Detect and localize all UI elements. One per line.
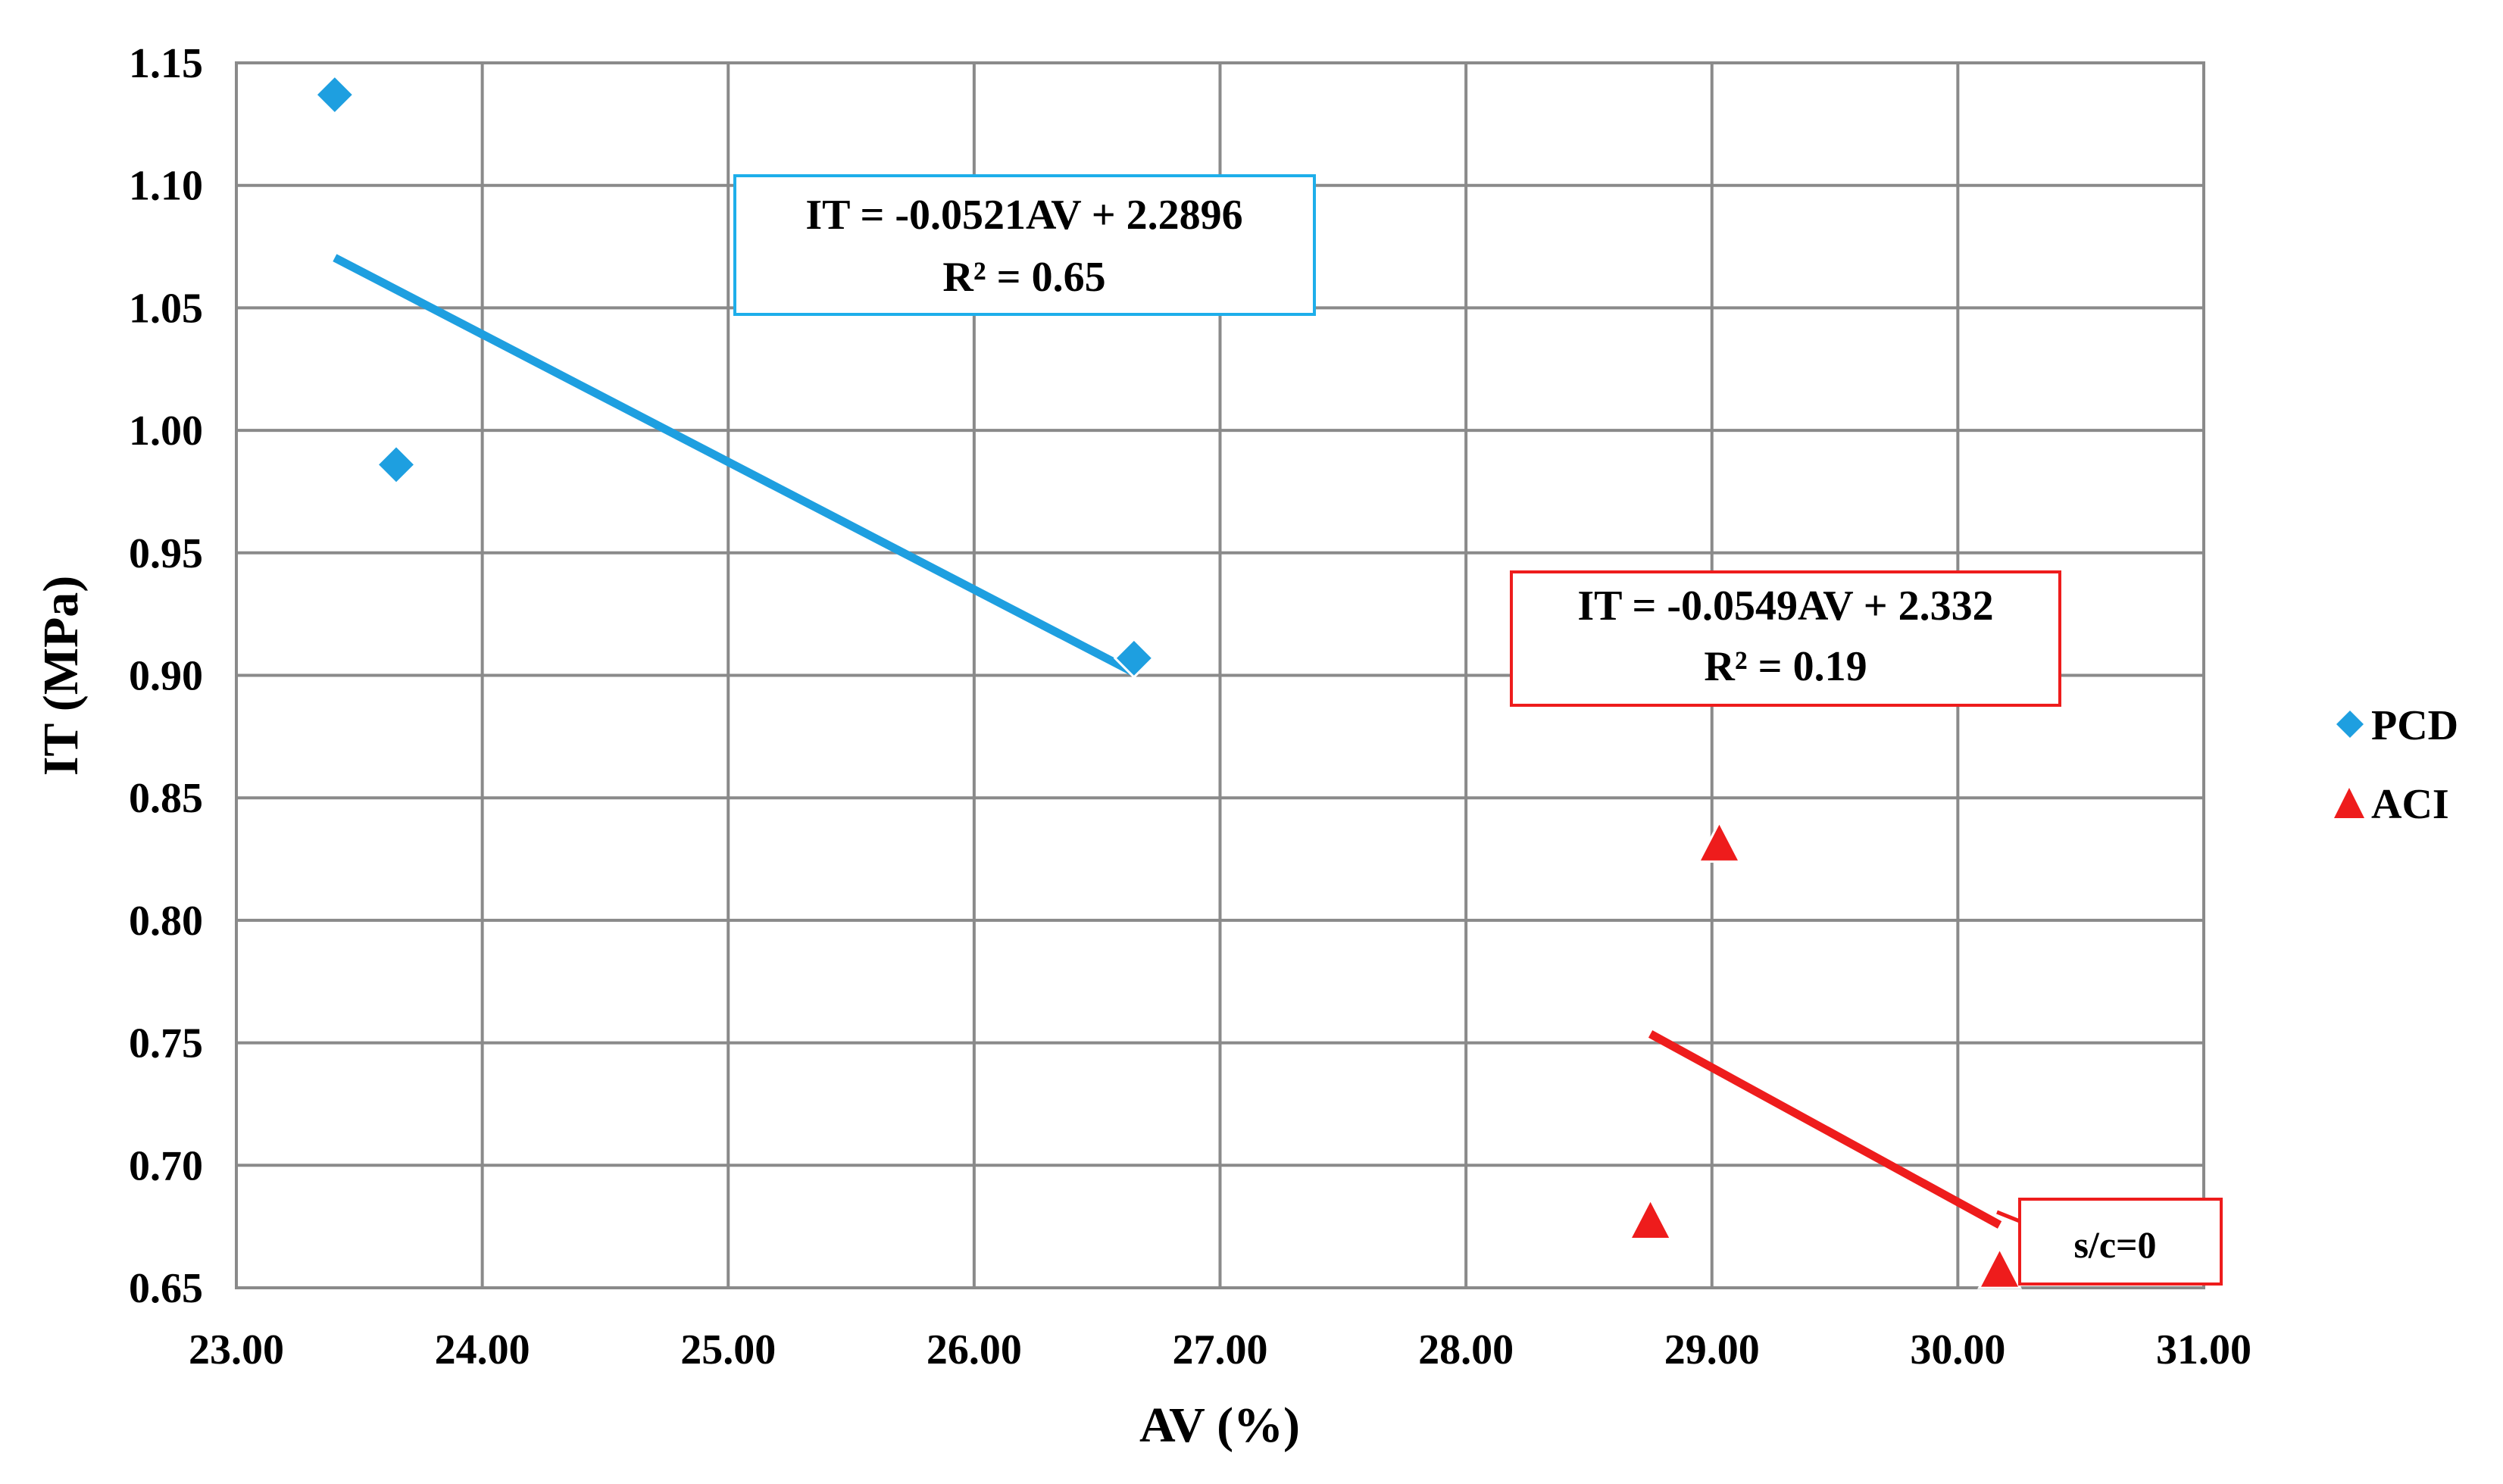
annotation-sc-text: s/c=0 <box>2073 1223 2156 1266</box>
x-axis-title: AV (%) <box>1139 1398 1300 1453</box>
x-tick-labels: 23.00 24.00 25.00 26.00 27.00 28.00 29.00 30.00… <box>189 1326 2251 1373</box>
legend-label-aci: ACI <box>2371 781 2449 828</box>
x-tick-label: 31.00 <box>2156 1326 2251 1373</box>
y-tick-label: 0.85 <box>129 775 203 822</box>
annotation-sc: s/c=0 <box>1996 1198 2223 1286</box>
trendlines <box>333 254 2002 1229</box>
plot-border <box>235 61 2205 1289</box>
trendline-aci <box>1648 1030 2002 1229</box>
x-tick-label: 29.00 <box>1664 1326 1760 1373</box>
y-tick-labels: 0.65 0.70 0.75 0.80 0.85 0.90 0.95 1.00 1.05 1.10… <box>129 40 203 1312</box>
x-tick-label: 23.00 <box>189 1326 284 1373</box>
equation-aci: IT = -0.0549AV + 2.332 <box>1577 583 1993 630</box>
y-tick-label: 0.80 <box>129 898 203 945</box>
y-tick-label: 1.00 <box>129 408 203 455</box>
point-pcd <box>375 444 417 486</box>
y-tick-label: 0.65 <box>129 1265 203 1312</box>
x-tick-label: 28.00 <box>1418 1326 1514 1373</box>
legend-marker-aci <box>2334 788 2364 818</box>
legend-label-pcd: PCD <box>2371 702 2458 749</box>
equation-box-pcd: IT = -0.0521AV + 2.2896 R² = 0.65 <box>733 174 1316 316</box>
grid <box>235 61 2205 1289</box>
y-tick-label: 1.10 <box>129 163 203 210</box>
legend: PCD ACI <box>2334 702 2458 828</box>
y-tick-label: 0.90 <box>129 653 203 700</box>
x-tick-label: 27.00 <box>1173 1326 1268 1373</box>
point-aci <box>1697 820 1742 863</box>
r2-pcd: R² = 0.65 <box>942 254 1105 301</box>
equation-box-aci: IT = -0.0549AV + 2.332 R² = 0.19 <box>1510 570 2061 707</box>
y-tick-label: 0.75 <box>129 1020 203 1067</box>
y-axis-title: IT (MPa) <box>33 576 89 776</box>
trendline-pcd <box>333 254 1136 676</box>
x-tick-label: 30.00 <box>1910 1326 2005 1373</box>
x-tick-label: 24.00 <box>435 1326 530 1373</box>
x-tick-label: 26.00 <box>927 1326 1022 1373</box>
x-tick-label: 25.00 <box>680 1326 776 1373</box>
y-tick-label: 1.05 <box>129 285 203 332</box>
y-tick-label: 1.15 <box>129 40 203 87</box>
point-aci <box>1628 1197 1673 1240</box>
equation-pcd: IT = -0.0521AV + 2.2896 <box>805 192 1242 239</box>
legend-item-pcd: PCD <box>2336 702 2458 749</box>
point-aci <box>1977 1245 2023 1289</box>
data-points <box>314 73 2023 1289</box>
point-pcd <box>314 73 355 116</box>
y-tick-label: 0.95 <box>129 530 203 577</box>
r2-aci: R² = 0.19 <box>1704 643 1867 690</box>
point-pcd <box>1113 637 1155 679</box>
legend-marker-pcd <box>2336 711 2364 738</box>
legend-item-aci: ACI <box>2334 781 2449 828</box>
y-tick-label: 0.70 <box>129 1142 203 1189</box>
